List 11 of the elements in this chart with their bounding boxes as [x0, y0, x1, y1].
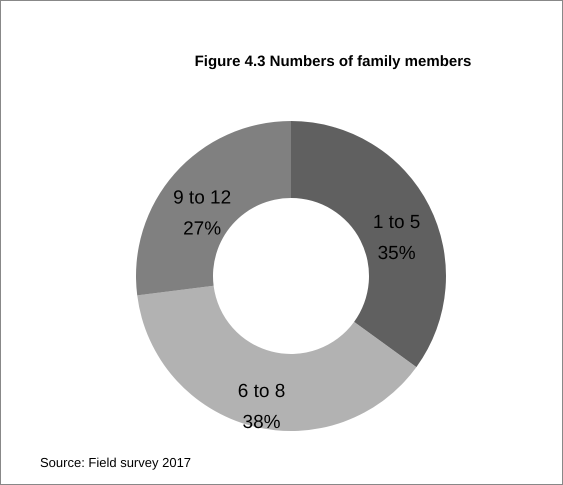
slice-label: 6 to 8: [238, 380, 286, 402]
donut-slice: [137, 286, 416, 431]
source-note: Source: Field survey 2017: [40, 455, 192, 470]
slice-label: 1 to 5: [372, 212, 420, 234]
slice-label: 9 to 12: [173, 188, 232, 209]
chart-title: Figure 4.3 Numbers of family members: [194, 53, 472, 70]
donut-slice: [136, 121, 291, 296]
donut-slice: [291, 121, 446, 368]
data-label: 38%: [242, 412, 281, 433]
data-label: 27%: [183, 218, 222, 240]
data-label: 35%: [378, 243, 416, 264]
